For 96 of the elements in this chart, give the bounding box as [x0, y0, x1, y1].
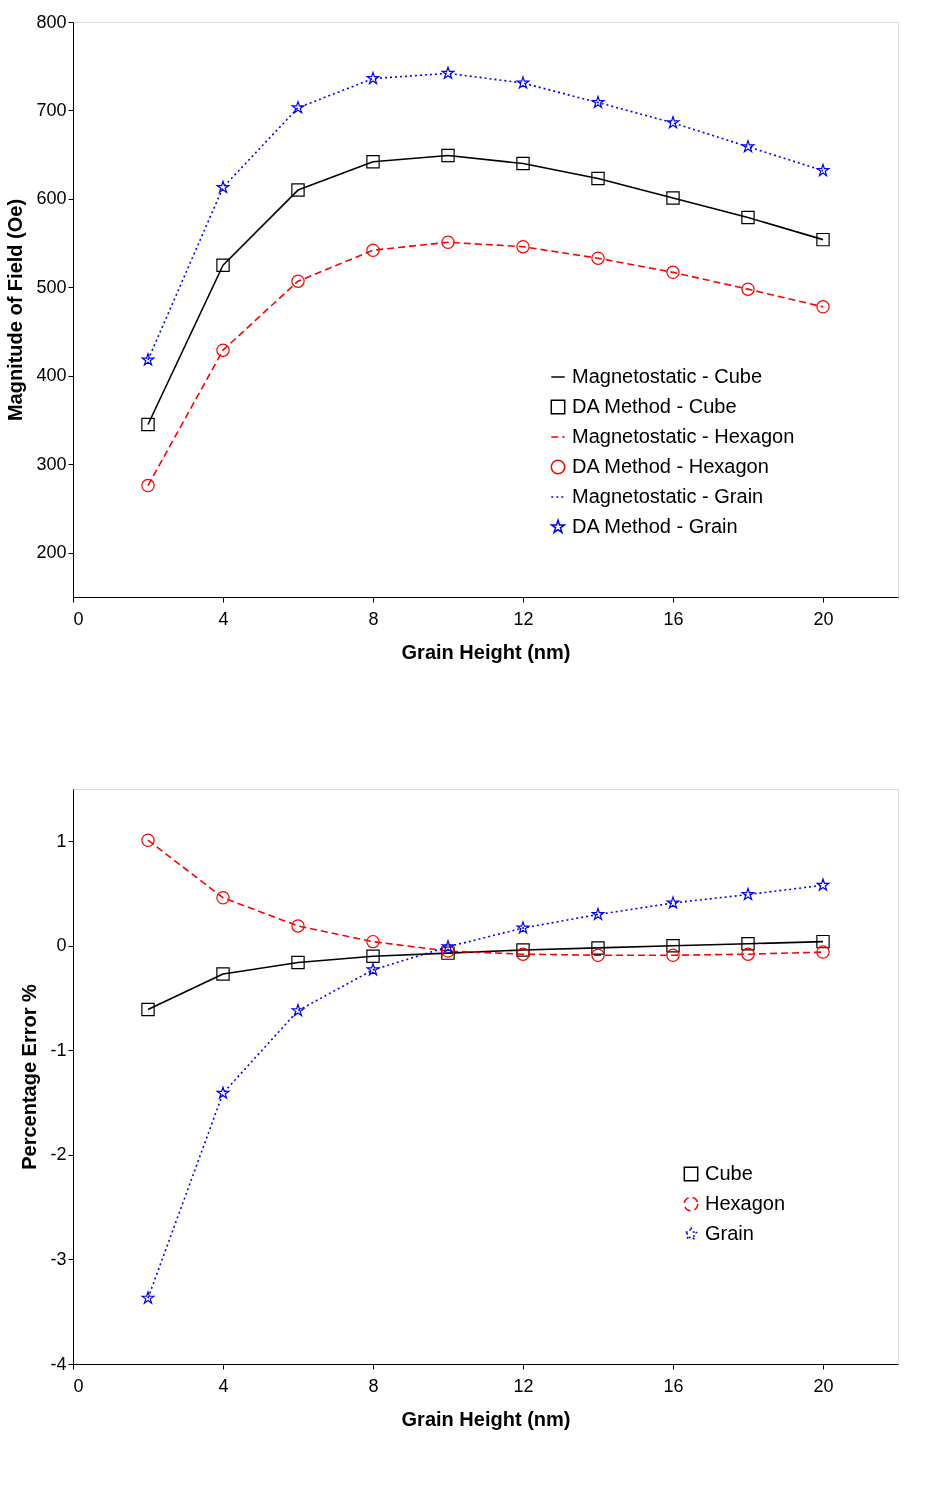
point [216, 258, 230, 272]
point [216, 891, 230, 905]
y-tick-label: 0 [56, 935, 67, 956]
legend-label: Grain [705, 1222, 754, 1244]
legend-label: Magnetostatic - Grain [572, 485, 764, 507]
point [591, 941, 605, 955]
point [816, 878, 830, 891]
point [516, 921, 530, 934]
point [816, 232, 830, 247]
point [666, 191, 680, 205]
point [216, 343, 230, 357]
point [741, 210, 755, 225]
x-axis-title: Grain Height (nm) [401, 640, 571, 663]
point [291, 955, 305, 970]
y-tick-label: -3 [50, 1248, 67, 1269]
x-tick-label: 4 [218, 608, 229, 629]
y-tick-label: 400 [36, 365, 67, 386]
point [141, 478, 155, 493]
point [216, 180, 230, 193]
y-tick-label: -2 [50, 1144, 67, 1165]
point [366, 243, 380, 257]
point [216, 967, 230, 981]
y-tick-label: 300 [36, 453, 67, 474]
x-tick-label: 20 [813, 1375, 834, 1396]
point [441, 235, 455, 249]
point [291, 1003, 305, 1017]
x-tick-label: 20 [813, 608, 834, 629]
point [291, 101, 305, 114]
y-axis-title: Percentage Error % [18, 983, 41, 1170]
legend-label: Hexagon [705, 1192, 786, 1214]
legend-label: Magnetostatic - Hexagon [572, 425, 795, 447]
point [291, 919, 305, 933]
point [516, 943, 530, 957]
point [666, 265, 680, 280]
point [141, 1002, 155, 1017]
point [441, 66, 455, 79]
point [741, 937, 755, 951]
point [516, 76, 530, 89]
legend-label: DA Method - Grain [572, 515, 738, 537]
x-tick-label: 4 [218, 1375, 229, 1396]
point [591, 95, 605, 109]
point [741, 947, 755, 961]
point [366, 934, 380, 949]
x-axis-title: Grain Height (nm) [401, 1407, 571, 1430]
x-tick-label: 12 [513, 608, 534, 629]
point [291, 183, 305, 197]
point [591, 251, 605, 265]
point [816, 300, 830, 314]
point [441, 148, 455, 163]
point [666, 948, 680, 962]
point [741, 140, 755, 153]
point [666, 116, 680, 129]
point [666, 896, 680, 909]
point [741, 282, 755, 296]
y-tick-label: 1 [56, 830, 67, 851]
y-axis-title: Magnitude of Field (Oe) [4, 198, 27, 422]
y-tick-label: -4 [50, 1353, 67, 1374]
point [366, 155, 380, 169]
point [291, 274, 305, 288]
y-tick-label: -1 [50, 1039, 67, 1060]
y-tick-label: 800 [36, 11, 67, 32]
point [591, 907, 605, 921]
point [366, 963, 380, 976]
legend-label: DA Method - Hexagon [572, 455, 769, 477]
x-tick-label: 16 [663, 1375, 684, 1396]
point [141, 833, 155, 847]
point [591, 171, 605, 186]
point [141, 1291, 155, 1304]
point [366, 949, 380, 963]
point [366, 71, 380, 85]
y-tick-label: 200 [36, 542, 67, 563]
x-tick-label: 0 [73, 608, 84, 629]
x-tick-label: 8 [368, 608, 379, 629]
point [516, 947, 530, 961]
y-tick-label: 500 [36, 276, 67, 297]
legend-label: Magnetostatic - Cube [572, 365, 763, 387]
x-tick-label: 16 [663, 608, 684, 629]
x-tick-label: 12 [513, 1375, 534, 1396]
point [141, 417, 155, 432]
point [741, 887, 755, 901]
point [441, 940, 455, 953]
point [141, 353, 155, 366]
y-tick-label: 700 [36, 99, 67, 120]
x-tick-label: 0 [73, 1375, 84, 1396]
point [816, 163, 830, 177]
point [516, 239, 530, 254]
x-tick-label: 8 [368, 1375, 379, 1396]
point [666, 939, 680, 953]
point [516, 156, 530, 171]
legend-label: DA Method - Cube [572, 395, 737, 417]
y-tick-label: 600 [36, 188, 67, 209]
point [816, 934, 830, 949]
point [591, 948, 605, 962]
point [816, 945, 830, 959]
point [216, 1086, 230, 1099]
legend-label: Cube [705, 1162, 753, 1184]
